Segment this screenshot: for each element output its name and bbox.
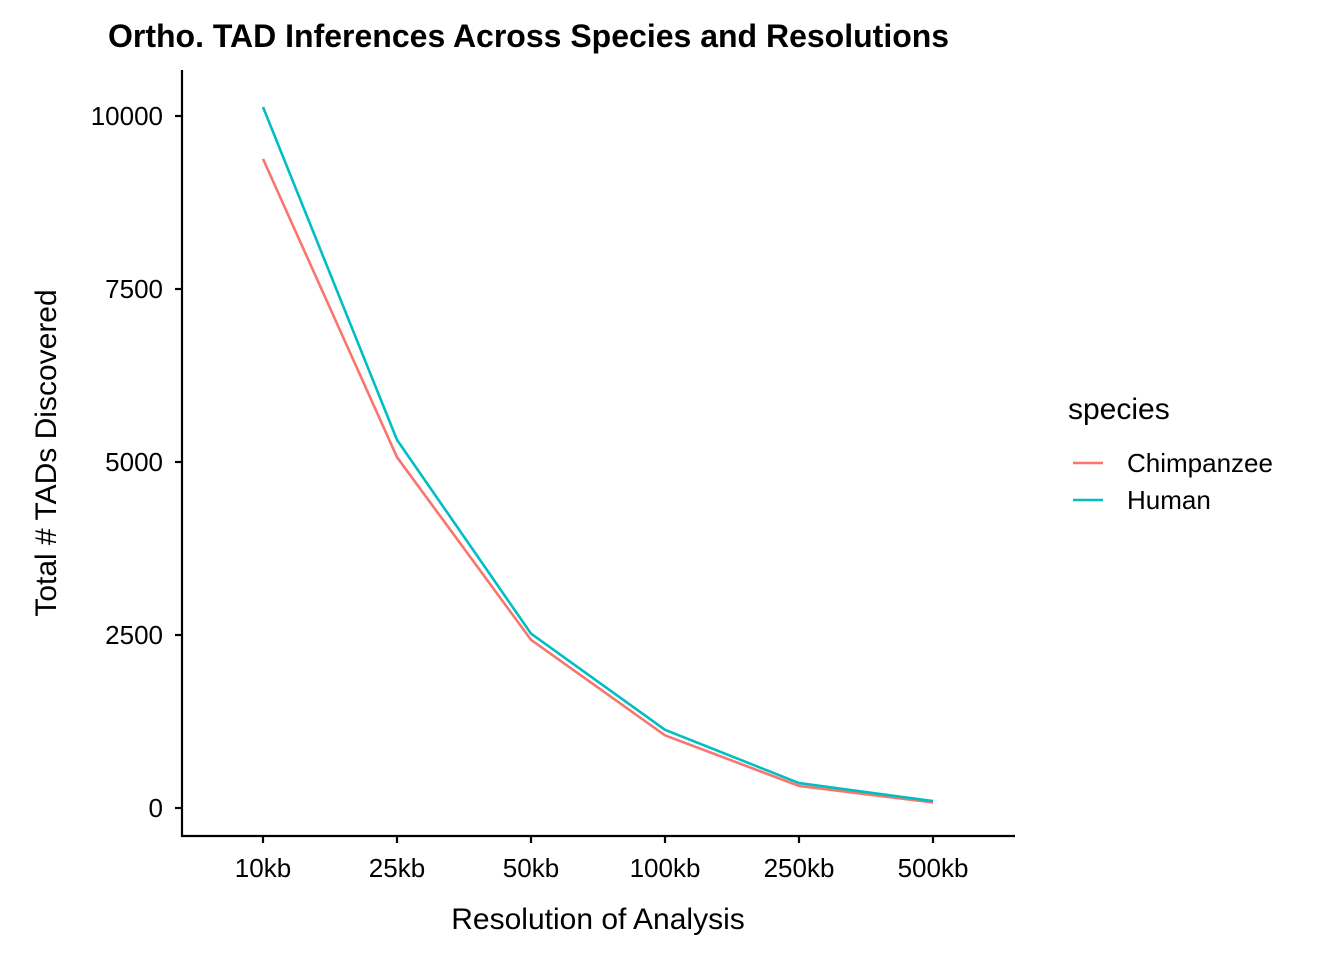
series-line-chimpanzee (261, 158, 934, 804)
series-lines (261, 106, 934, 804)
y-axis-ticks: 0 2500 5000 7500 10000 (91, 101, 182, 823)
legend: species Chimpanzee Human (1068, 393, 1273, 515)
series-line-human (261, 106, 934, 803)
legend-title: species (1068, 393, 1170, 426)
plot-area: 0 2500 5000 7500 10000 10kb 25kb 50kb 100kb 250k… (91, 70, 1015, 883)
y-tick-label: 10000 (91, 101, 163, 131)
x-tick-label: 500kb (898, 853, 969, 883)
y-tick-label: 2500 (105, 620, 163, 650)
y-tick-label: 0 (149, 793, 163, 823)
x-axis-title: Resolution of Analysis (451, 903, 745, 936)
y-tick-label: 5000 (105, 447, 163, 477)
x-tick-label: 10kb (235, 853, 291, 883)
y-axis-title: Total # TADs Discovered (30, 289, 63, 616)
chart-title: Ortho. TAD Inferences Across Species and… (108, 18, 949, 54)
legend-label-chimpanzee: Chimpanzee (1127, 448, 1273, 478)
x-axis-ticks: 10kb 25kb 50kb 100kb 250kb 500kb (235, 836, 969, 883)
legend-items: Chimpanzee Human (1073, 448, 1273, 515)
x-tick-label: 25kb (369, 853, 425, 883)
x-tick-label: 100kb (630, 853, 701, 883)
x-tick-label: 50kb (503, 853, 559, 883)
x-tick-label: 250kb (764, 853, 835, 883)
legend-label-human: Human (1127, 485, 1211, 515)
y-tick-label: 7500 (105, 274, 163, 304)
